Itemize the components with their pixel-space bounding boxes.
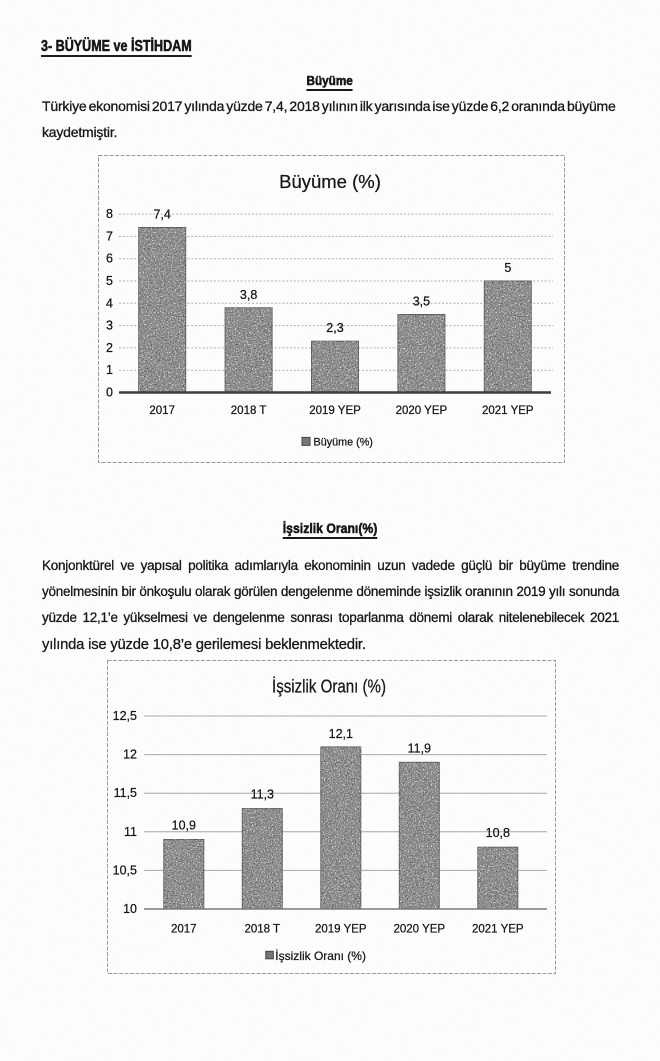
svg-text:2018 T: 2018 T: [244, 924, 280, 936]
svg-text:2020 YEP: 2020 YEP: [396, 405, 448, 417]
svg-text:2017: 2017: [171, 924, 197, 936]
svg-text:11,3: 11,3: [251, 788, 274, 802]
svg-text:2021 YEP: 2021 YEP: [482, 405, 534, 417]
svg-text:2019 YEP: 2019 YEP: [309, 405, 361, 417]
svg-text:İşsizlik Oranı (%): İşsizlik Oranı (%): [272, 677, 386, 697]
svg-text:12,1: 12,1: [329, 727, 353, 741]
svg-text:2018 T: 2018 T: [231, 405, 267, 417]
svg-text:Büyüme (%): Büyüme (%): [314, 437, 373, 449]
svg-text:3,5: 3,5: [413, 295, 430, 309]
svg-text:2: 2: [106, 341, 113, 355]
svg-text:2019 YEP: 2019 YEP: [315, 924, 367, 936]
svg-text:10,5: 10,5: [113, 863, 137, 877]
svg-text:1: 1: [106, 363, 113, 377]
svg-text:10,8: 10,8: [486, 826, 510, 840]
svg-text:2021 YEP: 2021 YEP: [472, 924, 524, 936]
svg-text:7,4: 7,4: [154, 208, 171, 222]
svg-text:0: 0: [106, 386, 113, 400]
svg-text:12,5: 12,5: [113, 709, 137, 723]
svg-text:İşsizlik Oranı (%): İşsizlik Oranı (%): [275, 949, 366, 963]
svg-text:4: 4: [106, 296, 113, 310]
svg-text:2020 YEP: 2020 YEP: [394, 924, 446, 936]
svg-text:10,9: 10,9: [172, 819, 196, 833]
svg-text:11,5: 11,5: [114, 786, 137, 800]
svg-text:2,3: 2,3: [326, 321, 343, 335]
svg-text:5: 5: [504, 261, 511, 275]
svg-text:3,8: 3,8: [240, 288, 257, 302]
svg-text:12: 12: [123, 748, 137, 762]
svg-text:11,9: 11,9: [408, 741, 431, 755]
svg-text:5: 5: [106, 274, 113, 288]
svg-text:2017: 2017: [149, 405, 175, 417]
svg-text:8: 8: [106, 207, 113, 221]
svg-text:Büyüme (%): Büyüme (%): [279, 171, 381, 192]
svg-text:11: 11: [124, 825, 137, 839]
svg-text:7: 7: [106, 229, 113, 243]
svg-text:6: 6: [106, 252, 113, 266]
svg-text:10: 10: [123, 902, 137, 916]
svg-text:3: 3: [106, 319, 113, 333]
